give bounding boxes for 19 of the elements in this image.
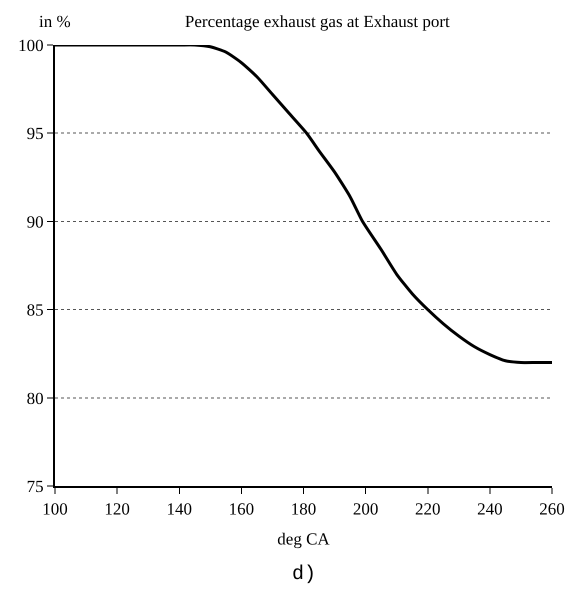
chart-title: Percentage exhaust gas at Exhaust port <box>184 12 450 31</box>
x-tick-label: 140 <box>166 499 192 518</box>
y-tick-label: 90 <box>26 212 44 232</box>
y-tick-label: 95 <box>26 124 44 144</box>
y-tick-label: 75 <box>26 476 44 496</box>
x-tick-label: 200 <box>352 499 378 518</box>
x-tick-label: 260 <box>539 499 565 518</box>
x-tick-label: 100 <box>42 499 68 518</box>
text: d) <box>292 563 316 586</box>
x-tick-label: 120 <box>104 499 130 518</box>
y-tick-label: 100 <box>18 36 44 55</box>
x-tick-label: 220 <box>415 499 440 518</box>
x-tick-label: 240 <box>477 499 503 518</box>
x-axis-title: deg CA <box>277 529 330 548</box>
y-axis-title: in % <box>39 12 71 31</box>
y-tick-label: 80 <box>26 388 44 408</box>
y-tick-label: 85 <box>26 300 44 320</box>
x-tick-label: 160 <box>228 499 254 518</box>
x-tick-label: 180 <box>290 499 316 518</box>
